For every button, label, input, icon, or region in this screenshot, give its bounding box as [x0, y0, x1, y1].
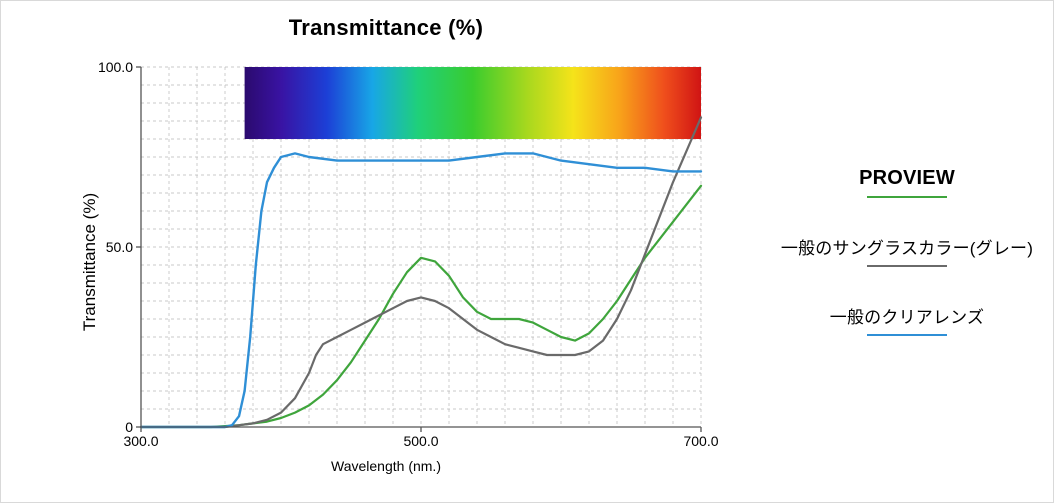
plot-svg — [141, 67, 701, 427]
legend-label: 一般のクリアレンズ — [830, 303, 984, 328]
legend-item-sunglass: 一般のサングラスカラー(グレー) — [781, 234, 1033, 267]
chart-area: Transmittance (%) Transmittance (%) Wave… — [1, 1, 771, 502]
legend-swatch — [867, 334, 947, 336]
legend-swatch — [867, 196, 947, 198]
x-tick-label: 700.0 — [683, 427, 718, 449]
x-tick-label: 500.0 — [403, 427, 438, 449]
x-axis-label: Wavelength (nm.) — [1, 458, 771, 474]
y-tick-label: 100.0 — [98, 59, 141, 75]
legend-item-clear: 一般のクリアレンズ — [830, 303, 984, 336]
legend-label: 一般のサングラスカラー(グレー) — [781, 234, 1033, 259]
chart-frame: Transmittance (%) Transmittance (%) Wave… — [0, 0, 1054, 503]
chart-title: Transmittance (%) — [1, 15, 771, 41]
legend-label: PROVIEW — [859, 167, 955, 190]
y-axis-label: Transmittance (%) — [80, 192, 100, 330]
y-tick-label: 50.0 — [106, 239, 141, 255]
legend-swatch — [867, 265, 947, 267]
legend: PROVIEW 一般のサングラスカラー(グレー) 一般のクリアレンズ — [771, 1, 1053, 502]
x-tick-label: 300.0 — [123, 427, 158, 449]
plot-region: 050.0100.0 300.0500.0700.0 — [141, 67, 701, 427]
legend-item-proview: PROVIEW — [859, 167, 955, 198]
